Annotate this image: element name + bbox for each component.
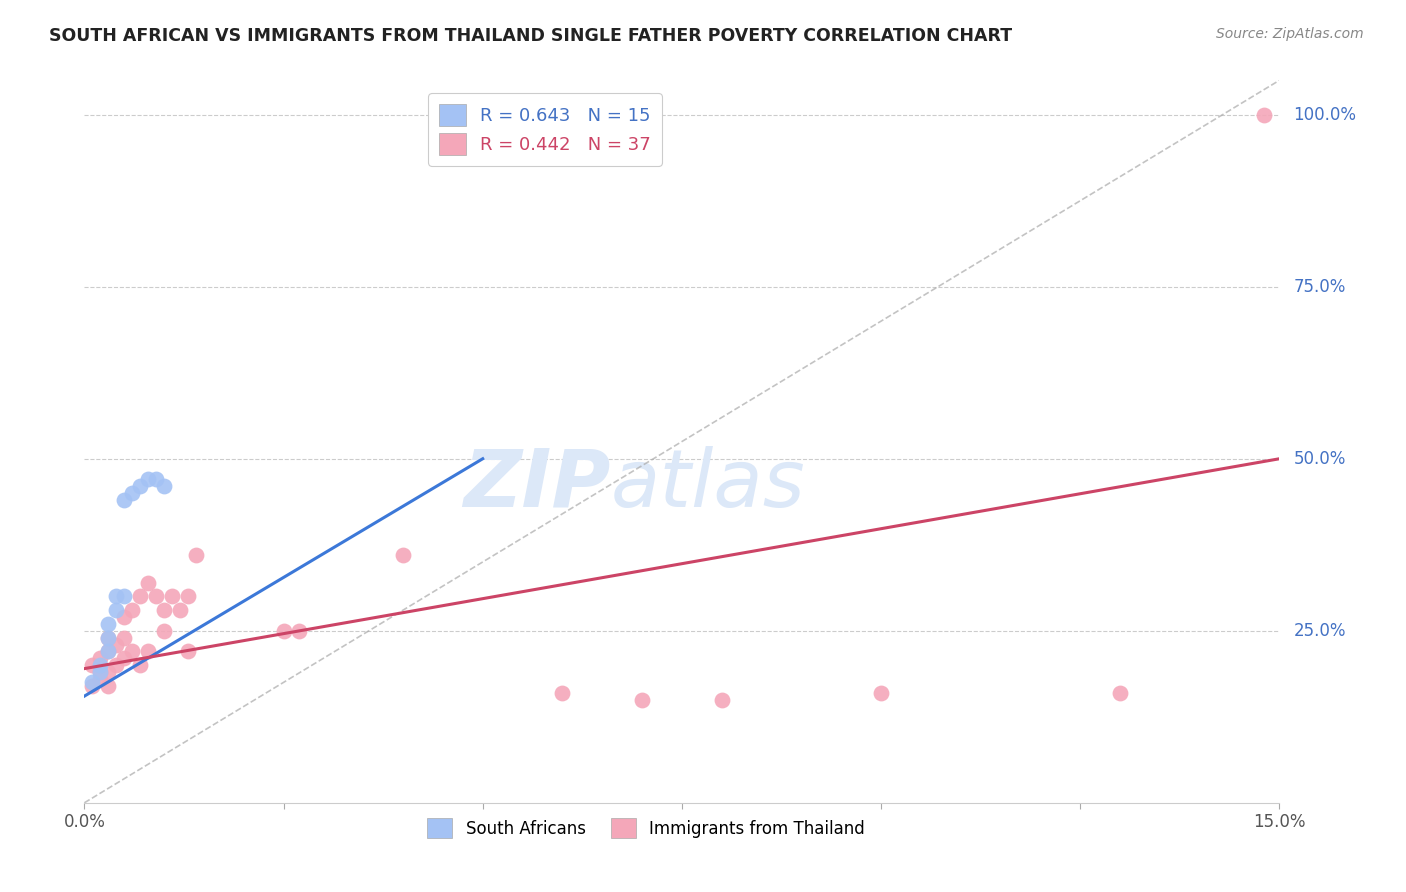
Point bbox=[112, 610, 135, 624]
Point bbox=[82, 658, 104, 673]
Text: ZIP: ZIP bbox=[463, 446, 610, 524]
Point bbox=[89, 658, 111, 673]
Text: atlas: atlas bbox=[610, 446, 806, 524]
Point bbox=[97, 644, 120, 658]
Point bbox=[631, 692, 654, 706]
Point bbox=[105, 658, 128, 673]
Point bbox=[105, 590, 128, 604]
Point bbox=[121, 603, 143, 617]
Point bbox=[97, 616, 120, 631]
Point bbox=[97, 644, 120, 658]
Point bbox=[97, 665, 120, 679]
Text: 50.0%: 50.0% bbox=[1294, 450, 1346, 467]
Text: Source: ZipAtlas.com: Source: ZipAtlas.com bbox=[1216, 27, 1364, 41]
Point bbox=[273, 624, 295, 638]
Point bbox=[112, 590, 135, 604]
Point bbox=[145, 472, 167, 486]
Point bbox=[145, 590, 167, 604]
Point bbox=[112, 493, 135, 508]
Point bbox=[136, 644, 159, 658]
Point bbox=[136, 575, 159, 590]
Point bbox=[169, 603, 191, 617]
Point bbox=[136, 472, 159, 486]
Point bbox=[710, 692, 733, 706]
Point bbox=[97, 631, 120, 645]
Point bbox=[153, 603, 176, 617]
Point bbox=[177, 590, 200, 604]
Point bbox=[105, 638, 128, 652]
Point bbox=[1253, 108, 1275, 122]
Point bbox=[177, 644, 200, 658]
Point bbox=[1109, 686, 1132, 700]
Point bbox=[82, 679, 104, 693]
Point bbox=[112, 631, 135, 645]
Text: 75.0%: 75.0% bbox=[1294, 277, 1346, 296]
Point bbox=[288, 624, 311, 638]
Point bbox=[184, 548, 207, 562]
Text: 25.0%: 25.0% bbox=[1294, 622, 1346, 640]
Point bbox=[160, 590, 183, 604]
Point bbox=[153, 624, 176, 638]
Point bbox=[153, 479, 176, 493]
Point bbox=[121, 486, 143, 500]
Point bbox=[551, 686, 574, 700]
Point bbox=[89, 672, 111, 686]
Text: 100.0%: 100.0% bbox=[1294, 105, 1357, 124]
Point bbox=[129, 479, 152, 493]
Point bbox=[112, 651, 135, 665]
Point bbox=[121, 644, 143, 658]
Point bbox=[870, 686, 893, 700]
Point bbox=[97, 631, 120, 645]
Point bbox=[392, 548, 415, 562]
Legend: South Africans, Immigrants from Thailand: South Africans, Immigrants from Thailand bbox=[420, 812, 872, 845]
Point bbox=[89, 665, 111, 679]
Point bbox=[129, 590, 152, 604]
Point bbox=[129, 658, 152, 673]
Text: SOUTH AFRICAN VS IMMIGRANTS FROM THAILAND SINGLE FATHER POVERTY CORRELATION CHAR: SOUTH AFRICAN VS IMMIGRANTS FROM THAILAN… bbox=[49, 27, 1012, 45]
Point bbox=[82, 675, 104, 690]
Point bbox=[97, 679, 120, 693]
Point bbox=[105, 603, 128, 617]
Point bbox=[89, 651, 111, 665]
Point bbox=[89, 665, 111, 679]
